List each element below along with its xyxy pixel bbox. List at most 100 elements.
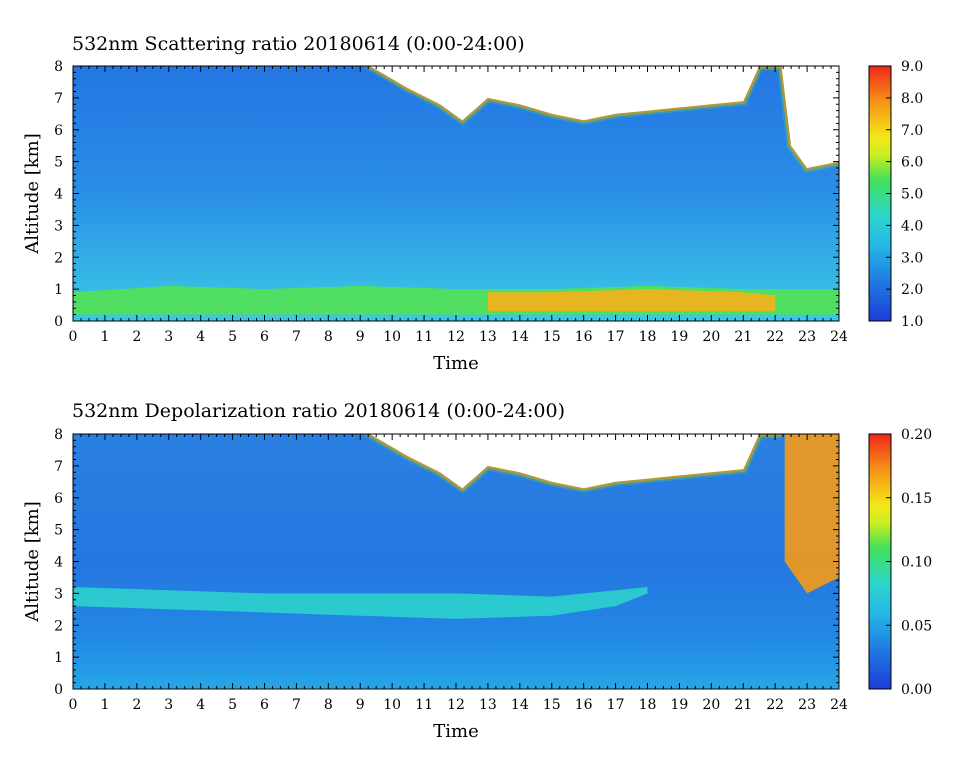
x-tick-label: 8 (324, 697, 333, 713)
chart-title: 532nm Depolarization ratio 20180614 (0:0… (72, 400, 565, 422)
y-tick-label: 1 (54, 282, 63, 298)
y-tick-label: 5 (54, 155, 63, 171)
x-tick-label: 11 (415, 329, 433, 345)
x-tick-label: 6 (260, 697, 269, 713)
x-tick-label: 11 (415, 697, 433, 713)
x-tick-label: 9 (356, 697, 365, 713)
y-tick-label: 0 (54, 682, 63, 698)
y-tick-label: 0 (54, 314, 63, 330)
y-tick-label: 5 (54, 523, 63, 539)
x-axis: 0 1 2 3 4 5 6 7 8 9 10 11 12 13 14 15 16 17 18 19 20 21 22 23 24 (69, 66, 848, 345)
colorbar-tick-label: 0.00 (901, 682, 932, 698)
x-tick-label: 24 (830, 697, 848, 713)
chart-title: 532nm Scattering ratio 20180614 (0:00-24… (72, 33, 525, 55)
y-tick-label: 2 (54, 618, 63, 634)
x-tick-label: 7 (292, 697, 301, 713)
y-tick-label: 8 (54, 427, 63, 443)
no-data-region (369, 434, 782, 489)
y-tick-label: 7 (54, 91, 63, 107)
x-tick-label: 23 (798, 697, 816, 713)
x-tick-label: 22 (766, 329, 784, 345)
x-tick-label: 7 (292, 329, 301, 345)
x-tick-label: 9 (356, 329, 365, 345)
x-tick-label: 1 (100, 329, 109, 345)
heatmap-area (72, 433, 840, 690)
colorbar-tick-label: 4.0 (901, 218, 923, 234)
x-tick-label: 20 (702, 329, 720, 345)
colorbar-tick-label: 5.0 (901, 187, 923, 203)
y-tick-label: 7 (54, 459, 63, 475)
x-tick-label: 12 (447, 329, 465, 345)
x-tick-label: 20 (702, 697, 720, 713)
x-tick-label: 5 (228, 697, 237, 713)
y-tick-label: 2 (54, 250, 63, 266)
heatmap-layer-enhanced-core (487, 289, 776, 312)
colorbar: 1.0 2.0 3.0 4.0 5.0 6.0 7.0 8.0 9.0 (868, 59, 923, 330)
x-tick-label: 14 (511, 329, 529, 345)
y-axis-label: Altitude [km] (22, 501, 43, 623)
colorbar-tick-label: 0.20 (901, 427, 932, 443)
x-tick-label: 6 (260, 329, 269, 345)
x-tick-label: 18 (639, 697, 657, 713)
x-tick-label: 19 (671, 697, 689, 713)
heatmap-area (72, 65, 840, 322)
scattering-ratio-panel: 532nm Scattering ratio 20180614 (0:00-24… (22, 33, 923, 374)
x-tick-label: 23 (798, 329, 816, 345)
x-tick-label: 13 (479, 329, 497, 345)
colorbar-tick-label: 8.0 (901, 91, 923, 107)
colorbar-tick-label: 0.10 (901, 555, 932, 571)
no-data-region (369, 66, 839, 168)
y-tick-label: 6 (54, 123, 63, 139)
x-tick-label: 18 (639, 329, 657, 345)
heatmap-layer-aerosol-layer (73, 587, 648, 619)
x-tick-label: 16 (575, 329, 593, 345)
colorbar-tick-label: 9.0 (901, 59, 923, 75)
x-tick-label: 12 (447, 697, 465, 713)
x-tick-label: 10 (383, 697, 401, 713)
x-tick-label: 1 (100, 697, 109, 713)
colorbar-tick-label: 0.05 (901, 618, 932, 634)
x-tick-label: 21 (734, 329, 752, 345)
colorbar-tick-label: 0.15 (901, 491, 932, 507)
y-axis: 0 1 2 3 4 5 6 7 8 (54, 427, 839, 698)
x-tick-label: 2 (132, 697, 141, 713)
x-tick-label: 10 (383, 329, 401, 345)
y-tick-label: 4 (54, 555, 63, 571)
colorbar: 0.00 0.05 0.10 0.15 0.20 (868, 427, 932, 698)
x-tick-label: 15 (543, 329, 561, 345)
colorbar-tick-label: 3.0 (901, 250, 923, 266)
x-tick-label: 3 (164, 697, 173, 713)
colorbar-tick-label: 6.0 (901, 155, 923, 171)
x-tick-label: 22 (766, 697, 784, 713)
x-tick-label: 13 (479, 697, 497, 713)
x-tick-label: 14 (511, 697, 529, 713)
colorbar-tick-label: 7.0 (901, 123, 923, 139)
x-tick-label: 19 (671, 329, 689, 345)
y-axis-label: Altitude [km] (22, 133, 43, 255)
x-tick-label: 2 (132, 329, 141, 345)
x-tick-label: 17 (607, 329, 625, 345)
x-tick-label: 17 (607, 697, 625, 713)
x-tick-label: 3 (164, 329, 173, 345)
y-tick-label: 6 (54, 491, 63, 507)
x-axis-label: Time (433, 721, 478, 742)
x-tick-label: 8 (324, 329, 333, 345)
x-axis: 0 1 2 3 4 5 6 7 8 9 10 11 12 13 14 15 16 17 18 19 20 21 22 23 24 (69, 434, 848, 713)
heatmap-layer-high-depol (784, 434, 839, 594)
y-tick-label: 8 (54, 59, 63, 75)
x-tick-label: 16 (575, 697, 593, 713)
colorbar-tick-label: 1.0 (901, 314, 923, 330)
x-tick-label: 24 (830, 329, 848, 345)
y-tick-label: 3 (54, 218, 63, 234)
x-tick-label: 21 (734, 697, 752, 713)
x-axis-label: Time (433, 353, 478, 374)
colorbar-tick-label: 2.0 (901, 282, 923, 298)
x-tick-label: 4 (196, 329, 205, 345)
y-tick-label: 4 (54, 187, 63, 203)
y-tick-label: 3 (54, 586, 63, 602)
x-tick-label: 0 (69, 329, 78, 345)
y-tick-label: 1 (54, 650, 63, 666)
depolarization-ratio-panel: 532nm Depolarization ratio 20180614 (0:0… (22, 400, 932, 742)
x-tick-label: 4 (196, 697, 205, 713)
